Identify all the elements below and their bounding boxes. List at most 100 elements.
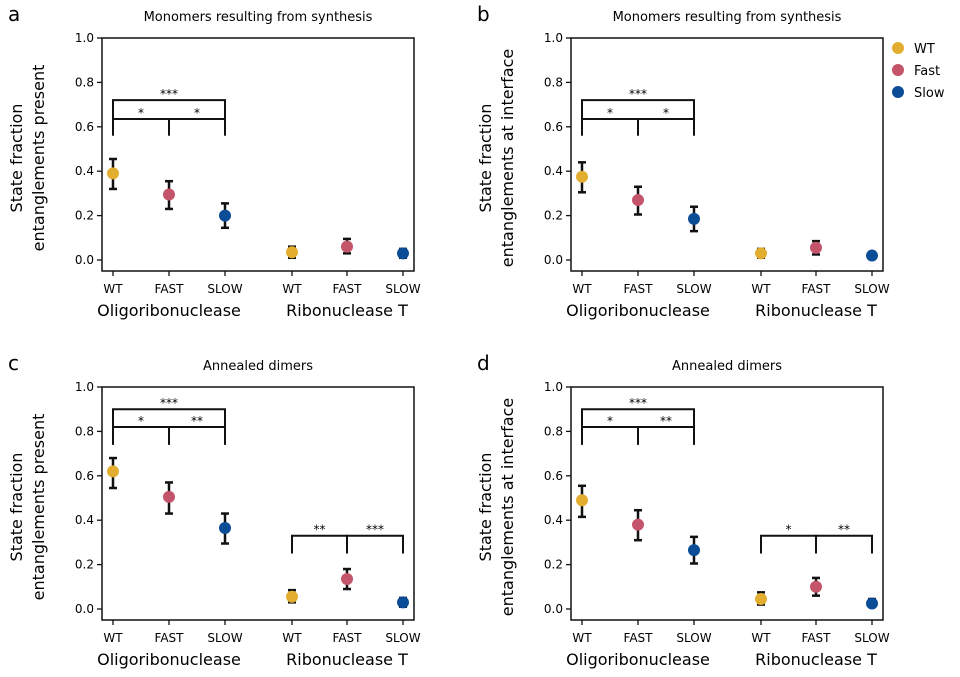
significance-label: *** <box>629 396 647 410</box>
group-label: Ribonuclease T <box>755 650 877 669</box>
y-tick-label: 0.4 <box>75 513 94 527</box>
y-axis-label-line2: entanglements present <box>29 65 48 252</box>
significance-bracket <box>112 118 170 136</box>
chart-title: Annealed dimers <box>203 359 313 374</box>
plot-frame <box>101 386 415 621</box>
significance-bracket <box>581 425 639 445</box>
data-point <box>810 241 822 254</box>
significance-label: * <box>138 414 144 428</box>
plot-frame <box>101 37 415 272</box>
y-tick-label: 0.4 <box>544 164 563 178</box>
x-tick-label: SLOW <box>207 282 242 296</box>
panel-b: b Monomers resulting from synthesis State … <box>476 2 890 320</box>
x-tick-label: SLOW <box>385 631 420 645</box>
significance-bracket <box>581 99 695 136</box>
data-point <box>810 580 822 593</box>
panel-c: c Annealed dimers State fraction entangleme… <box>7 351 421 669</box>
significance-label: ** <box>838 523 850 537</box>
legend-label: Slow <box>914 86 945 101</box>
y-tick-label: 0.2 <box>544 209 563 223</box>
x-tick-label: WT <box>103 282 123 296</box>
x-tick-label: WT <box>282 631 302 645</box>
y-axis-label-line2: entanglements present <box>29 414 48 601</box>
data-point <box>341 240 353 253</box>
data-point <box>688 212 700 225</box>
legend: WT Fast Slow <box>892 42 945 101</box>
significance-label: * <box>138 106 144 120</box>
data-point <box>397 247 409 260</box>
panel-d: d Annealed dimers State fraction entangleme… <box>476 351 890 669</box>
significance-bracket <box>760 534 817 554</box>
x-tick-label: FAST <box>333 282 363 296</box>
data-point <box>163 188 175 201</box>
data-point <box>219 521 231 534</box>
significance-label: ** <box>314 523 326 537</box>
y-tick-label: 0.4 <box>75 164 94 178</box>
significance-label: *** <box>160 87 178 101</box>
significance-label: *** <box>629 87 647 101</box>
y-tick-label: 1.0 <box>75 380 94 394</box>
y-tick-label: 0.6 <box>75 469 94 483</box>
x-tick-label: SLOW <box>854 282 889 296</box>
y-tick-label: 0.0 <box>544 253 563 267</box>
significance-label: *** <box>160 396 178 410</box>
group-label: Oligoribonuclease <box>566 301 710 320</box>
significance-label: * <box>663 106 669 120</box>
data-point <box>286 590 298 603</box>
significance-bracket <box>112 99 226 136</box>
group-label: Ribonuclease T <box>286 650 408 669</box>
x-tick-label: FAST <box>802 282 832 296</box>
y-tick-label: 1.0 <box>75 31 94 45</box>
significance-label: * <box>786 523 792 537</box>
x-tick-label: FAST <box>624 631 654 645</box>
group-label: Oligoribonuclease <box>97 650 241 669</box>
significance-bracket <box>637 118 695 136</box>
y-tick-label: 0.8 <box>75 75 94 89</box>
x-tick-label: FAST <box>333 631 363 645</box>
data-point <box>576 494 588 507</box>
y-tick-label: 1.0 <box>544 380 563 394</box>
significance-label: ** <box>191 414 203 428</box>
chart-title: Monomers resulting from synthesis <box>613 10 842 25</box>
significance-label: * <box>607 106 613 120</box>
panel-letter: b <box>477 2 490 26</box>
y-axis-label-line1: State fraction <box>7 453 26 562</box>
y-axis-label-line2: entanglements at interface <box>498 49 517 267</box>
plot-frame <box>570 386 884 621</box>
legend-marker <box>892 64 904 76</box>
y-tick-label: 0.6 <box>544 469 563 483</box>
y-tick-label: 0.8 <box>544 75 563 89</box>
y-axis-label-line1: State fraction <box>7 104 26 213</box>
legend-marker <box>892 42 904 54</box>
x-tick-label: FAST <box>155 631 185 645</box>
panel-letter: a <box>8 2 20 26</box>
x-tick-label: SLOW <box>676 631 711 645</box>
data-point <box>163 490 175 503</box>
group-label: Ribonuclease T <box>755 301 877 320</box>
y-tick-label: 0.0 <box>75 602 94 616</box>
x-tick-label: WT <box>572 282 592 296</box>
group-label: Oligoribonuclease <box>97 301 241 320</box>
panel-a: a Monomers resulting from synthesis State … <box>7 2 421 320</box>
x-tick-label: WT <box>103 631 123 645</box>
data-point <box>688 544 700 557</box>
y-tick-label: 0.4 <box>544 513 563 527</box>
data-point <box>632 518 644 531</box>
data-point <box>755 593 767 606</box>
data-point <box>107 465 119 478</box>
legend-label: WT <box>914 42 935 57</box>
y-tick-label: 0.2 <box>544 558 563 572</box>
legend-label: Fast <box>914 64 940 79</box>
group-label: Oligoribonuclease <box>566 650 710 669</box>
data-point <box>866 249 878 262</box>
significance-bracket <box>581 118 639 136</box>
legend-marker <box>892 86 904 98</box>
y-axis-label-line1: State fraction <box>476 453 495 562</box>
y-tick-label: 0.6 <box>75 120 94 134</box>
y-tick-label: 0.8 <box>544 424 563 438</box>
data-point <box>219 209 231 222</box>
x-tick-label: FAST <box>155 282 185 296</box>
significance-bracket <box>637 425 695 445</box>
y-axis-label-line1: State fraction <box>476 104 495 213</box>
y-tick-label: 0.0 <box>544 602 563 616</box>
